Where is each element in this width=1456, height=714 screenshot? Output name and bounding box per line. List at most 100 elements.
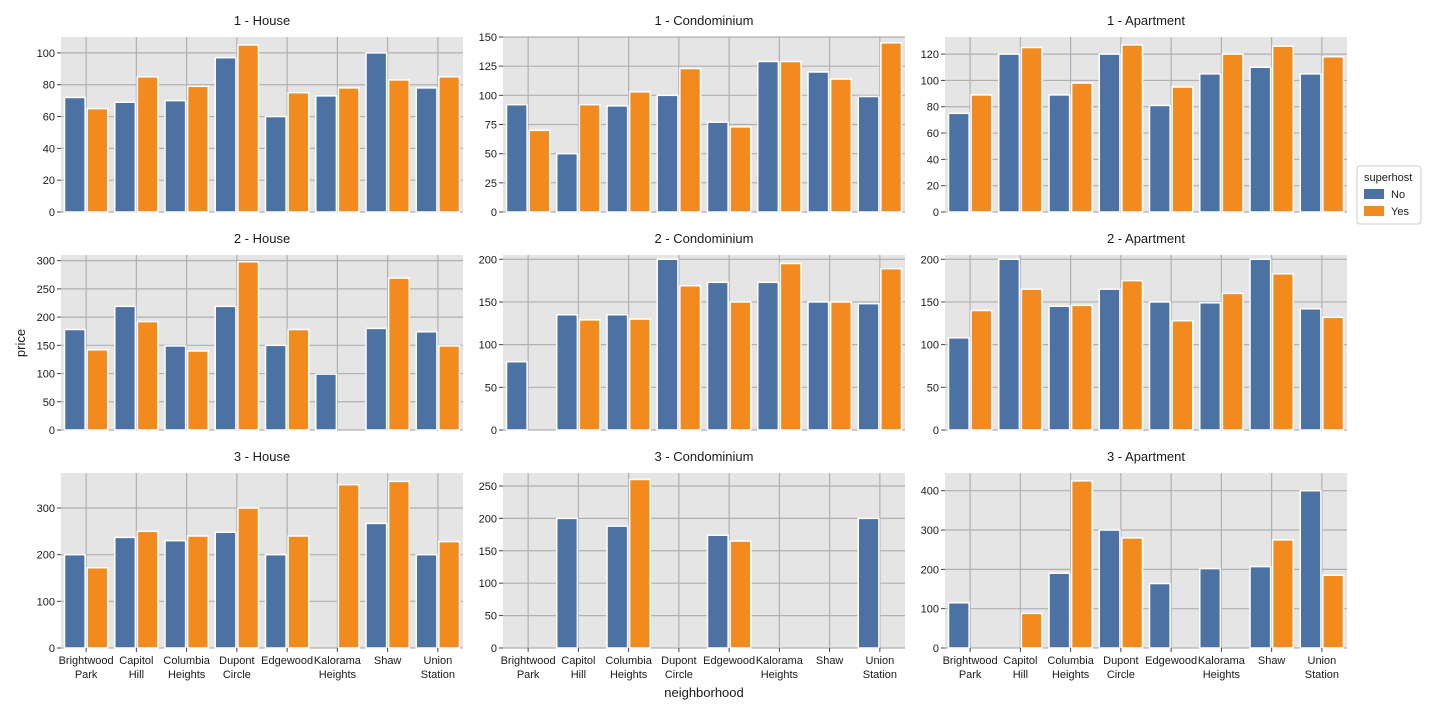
bar-no	[114, 536, 137, 649]
bar-yes	[679, 67, 702, 213]
bar-yes	[729, 126, 752, 213]
bar-no	[1098, 288, 1121, 431]
x-tick-label: Columbia Heights	[605, 655, 652, 681]
bar-no	[706, 121, 729, 213]
bar-no	[757, 60, 780, 213]
panel-6: 0 50 100 150 200 2 - Apartment	[921, 231, 1347, 437]
bar-no	[365, 52, 388, 213]
bar-yes	[1271, 45, 1294, 213]
bar-yes	[1322, 55, 1345, 213]
bar-no	[315, 95, 338, 213]
y-tick-label: 250	[37, 284, 55, 296]
y-tick-label: 50	[485, 382, 497, 394]
bar-no	[1098, 53, 1121, 213]
bar-no	[656, 94, 679, 213]
x-tick-label: Brightwood Park	[59, 655, 114, 681]
y-tick-label: 250	[479, 481, 497, 493]
bar-no	[264, 553, 287, 649]
y-tick-label: 100	[37, 48, 55, 60]
y-tick-label: 0	[933, 207, 939, 219]
bar-yes	[287, 328, 310, 431]
bar-no	[1148, 104, 1171, 213]
panel-title: 1 - Apartment	[1107, 13, 1185, 28]
x-tick-label: Capitol Hill	[561, 655, 595, 681]
y-tick-label: 120	[921, 49, 939, 61]
x-tick-label: Columbia Heights	[1047, 655, 1094, 681]
bar-yes	[438, 540, 461, 649]
bar-no	[1148, 301, 1171, 431]
y-tick-label: 200	[921, 254, 939, 266]
bar-yes	[779, 60, 802, 213]
y-tick-label: 300	[921, 525, 939, 537]
y-tick-label: 0	[49, 207, 55, 219]
y-tick-label: 200	[479, 513, 497, 525]
legend-title: superhost	[1364, 172, 1412, 184]
y-tick-label: 150	[479, 546, 497, 558]
bar-yes	[387, 480, 410, 649]
bar-no	[706, 534, 729, 649]
y-tick-label: 100	[921, 340, 939, 352]
bar-yes	[779, 262, 802, 431]
y-tick-label: 40	[927, 154, 939, 166]
bar-yes	[1020, 612, 1043, 649]
bar-no	[63, 328, 86, 431]
x-tick-label: Kalorama Heights	[1198, 655, 1246, 681]
y-tick-label: 100	[479, 578, 497, 590]
bar-yes	[387, 277, 410, 431]
bar-yes	[628, 478, 651, 649]
bar-no	[1249, 565, 1272, 649]
legend-swatch-no	[1364, 189, 1384, 199]
bar-no	[807, 301, 830, 431]
panel-title: 3 - Apartment	[1107, 449, 1185, 464]
bar-yes	[1171, 86, 1194, 213]
bar-no	[656, 258, 679, 431]
y-tick-label: 0	[491, 425, 497, 437]
bar-no	[1048, 305, 1071, 431]
bar-yes	[1070, 304, 1093, 431]
bar-yes	[86, 349, 109, 431]
y-tick-label: 40	[43, 143, 55, 155]
bar-yes	[387, 79, 410, 213]
bar-yes	[186, 85, 209, 213]
bar-no	[315, 373, 338, 431]
y-axis-label: price	[13, 329, 28, 357]
bar-yes	[1121, 279, 1144, 431]
bar-no	[706, 281, 729, 431]
y-tick-label: 100	[479, 90, 497, 102]
bar-yes	[628, 318, 651, 431]
x-tick-label: Brightwood Park	[501, 655, 556, 681]
bar-yes	[136, 76, 159, 213]
x-tick-label: Edgewood	[703, 655, 755, 667]
x-tick-label: Shaw	[1258, 655, 1286, 667]
x-axis-label: neighborhood	[664, 685, 744, 700]
y-tick-label: 200	[921, 564, 939, 576]
y-tick-label: 60	[927, 128, 939, 140]
panel-2: 0 25 50 75 100 125 150 1 - Condominium	[479, 13, 905, 219]
panel-title: 2 - Apartment	[1107, 231, 1185, 246]
y-tick-label: 25	[485, 178, 497, 190]
y-tick-label: 0	[49, 643, 55, 655]
bar-no	[947, 112, 970, 213]
bar-yes	[287, 91, 310, 213]
bar-yes	[136, 530, 159, 649]
bar-no	[1249, 66, 1272, 213]
y-tick-label: 0	[491, 207, 497, 219]
y-tick-label: 0	[933, 643, 939, 655]
panel-5: 0 50 100 150 200 2 - Condominium	[479, 231, 905, 437]
y-tick-label: 80	[927, 102, 939, 114]
x-tick-label: Edgewood	[261, 655, 313, 667]
x-tick-label: Shaw	[816, 655, 844, 667]
bar-yes	[1271, 273, 1294, 431]
y-tick-label: 50	[485, 611, 497, 623]
bar-yes	[829, 301, 852, 431]
y-tick-label: 150	[479, 32, 497, 44]
bar-no	[164, 345, 187, 431]
x-tick-label: Capitol Hill	[1003, 655, 1037, 681]
bar-no	[1199, 567, 1222, 649]
bar-yes	[1322, 316, 1345, 431]
bar-no	[857, 95, 880, 213]
bar-yes	[578, 319, 601, 431]
panel-9: 0 100 200 300 400 3 - Apartment Brightwood Park…	[921, 449, 1347, 681]
y-tick-label: 0	[491, 643, 497, 655]
bar-yes	[438, 345, 461, 431]
